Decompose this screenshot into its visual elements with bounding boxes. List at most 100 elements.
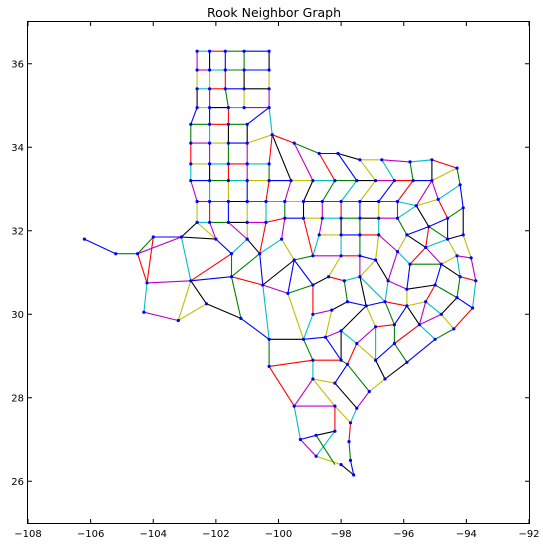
graph-node (330, 308, 334, 312)
graph-node (189, 141, 193, 145)
graph-node (374, 258, 378, 262)
graph-node (258, 252, 262, 256)
graph-edge (231, 253, 261, 278)
graph-edge (293, 378, 314, 407)
graph-node (208, 162, 212, 166)
graph-edge (318, 153, 336, 181)
graph-edge (181, 236, 216, 240)
graph-node (461, 233, 465, 237)
graph-node (264, 199, 268, 204)
graph-edge (325, 336, 342, 361)
graph-edge (340, 305, 367, 332)
graph-node (333, 381, 337, 385)
nodes-layer (82, 49, 478, 477)
graph-node (314, 433, 318, 437)
graph-node (358, 158, 362, 162)
graph-node (392, 341, 396, 346)
graph-node (223, 87, 227, 91)
graph-edge (365, 305, 377, 328)
graph-edge (334, 405, 351, 424)
graph-edge (375, 259, 389, 282)
graph-edge (375, 343, 395, 361)
graph-node (223, 49, 227, 53)
graph-edge (456, 167, 461, 185)
graph-node (339, 329, 343, 333)
graph-node (145, 281, 149, 285)
graph-edge (384, 301, 395, 325)
graph-edge (425, 238, 448, 248)
graph-node (455, 254, 459, 258)
graph-edge (349, 407, 358, 424)
graph-edge (215, 238, 232, 255)
x-tick-label: −104 (140, 529, 167, 540)
graph-edge (359, 276, 386, 303)
graph-node (267, 68, 271, 72)
graph-edge (375, 324, 395, 328)
graph-node (395, 216, 400, 220)
graph-edge (384, 280, 389, 302)
graph-node (314, 454, 318, 458)
graph-edge (312, 276, 329, 286)
graph-edge (340, 464, 355, 476)
graph-edge (259, 238, 282, 255)
graph-node (458, 183, 462, 187)
graph-node (208, 49, 212, 53)
graph-edge (331, 301, 348, 311)
graph-edge (346, 363, 370, 392)
graph-edge (247, 134, 273, 144)
graph-edge (143, 311, 179, 322)
graph-edge (415, 180, 433, 206)
graph-edge (434, 284, 458, 299)
graph-edge (293, 142, 314, 181)
graph-node (411, 179, 415, 183)
graph-edge (293, 142, 320, 155)
graph-node (436, 197, 440, 201)
graph-edge (281, 238, 295, 261)
graph-node (408, 160, 412, 164)
graph-edge (328, 255, 342, 277)
graph-edge (259, 222, 267, 254)
graph-node (301, 337, 306, 341)
graph-edge (206, 303, 242, 319)
graph-node (267, 179, 271, 183)
graph-node (311, 179, 315, 183)
graph-edge (137, 236, 182, 255)
graph-node (195, 106, 199, 110)
graph-node (367, 389, 371, 394)
graph-edge (418, 301, 427, 325)
graph-edge (431, 159, 458, 169)
graph-edge (348, 422, 352, 442)
graph-edge (146, 236, 154, 283)
graph-node (208, 122, 212, 126)
graph-edge (393, 305, 408, 326)
graph-node (424, 245, 428, 249)
graph-edge (246, 238, 261, 255)
y-tick-label: 30 (11, 310, 24, 321)
graph-edge (343, 280, 348, 302)
graph-edge (416, 198, 439, 207)
graph-edge (406, 338, 436, 363)
graph-edge (394, 324, 420, 344)
graph-node (267, 364, 271, 368)
graph-node (339, 233, 343, 237)
x-axis: −108 −106 −104 −102 −100 −98 −96 −94 −92 (14, 22, 540, 540)
graph-node (208, 87, 212, 91)
graph-edge (287, 259, 295, 294)
graph-node (345, 362, 349, 366)
graph-node (267, 162, 271, 166)
graph-edge (312, 378, 336, 407)
graph-node (298, 437, 302, 442)
graph-node (245, 237, 249, 241)
graph-edge (302, 218, 314, 256)
graph-edge (177, 280, 192, 321)
graph-edge (302, 314, 314, 340)
graph-edge (447, 238, 458, 257)
graph-edge (356, 391, 370, 409)
graph-node (383, 300, 387, 304)
graph-node (242, 49, 246, 53)
graph-node (242, 106, 246, 110)
graph-node (195, 199, 199, 204)
graph-edge (284, 180, 292, 202)
graph-edge (406, 301, 426, 307)
y-tick-label: 36 (11, 59, 24, 70)
